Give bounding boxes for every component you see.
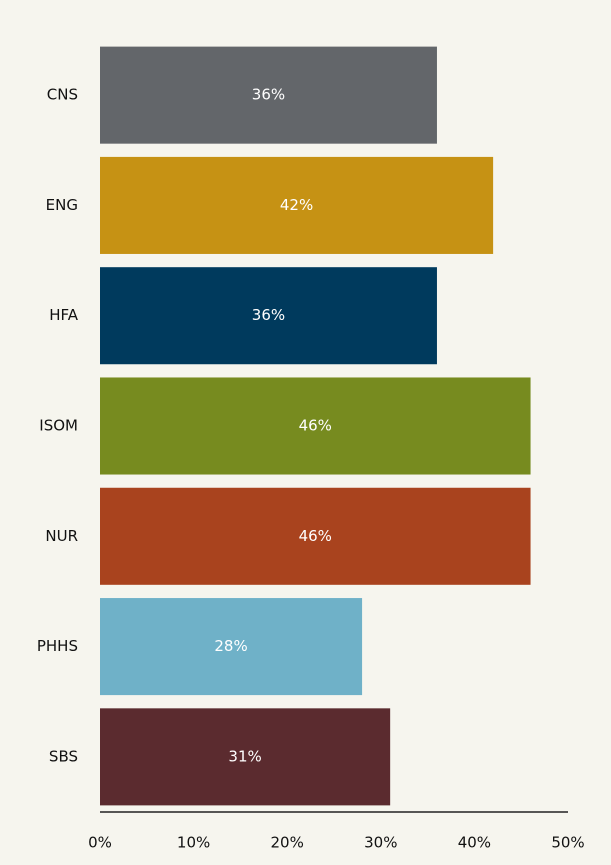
y-tick-label: PHHS bbox=[37, 637, 78, 655]
data-label: 28% bbox=[214, 637, 247, 655]
bar bbox=[100, 487, 531, 585]
y-tick-label: NUR bbox=[45, 527, 78, 545]
data-label: 46% bbox=[299, 417, 332, 435]
data-label: 31% bbox=[228, 747, 261, 765]
bar bbox=[100, 267, 437, 365]
data-label: 46% bbox=[299, 527, 332, 545]
data-label: 36% bbox=[252, 306, 285, 324]
y-tick-label: ISOM bbox=[39, 417, 78, 435]
x-tick-label: 40% bbox=[458, 834, 491, 852]
bar bbox=[100, 46, 437, 144]
x-tick-label: 20% bbox=[271, 834, 304, 852]
y-tick-label: CNS bbox=[47, 86, 78, 104]
y-tick-label: HFA bbox=[49, 306, 79, 324]
data-label: 42% bbox=[280, 196, 313, 214]
bar bbox=[100, 708, 391, 806]
bar bbox=[100, 156, 494, 254]
x-tick-label: 30% bbox=[364, 834, 397, 852]
x-tick-label: 50% bbox=[551, 834, 584, 852]
bar bbox=[100, 598, 363, 696]
x-tick-label: 0% bbox=[88, 834, 112, 852]
data-label: 36% bbox=[252, 86, 285, 104]
bar bbox=[100, 377, 531, 475]
y-tick-label: SBS bbox=[49, 747, 78, 765]
x-tick-label: 10% bbox=[177, 834, 210, 852]
y-tick-label: ENG bbox=[46, 196, 78, 214]
